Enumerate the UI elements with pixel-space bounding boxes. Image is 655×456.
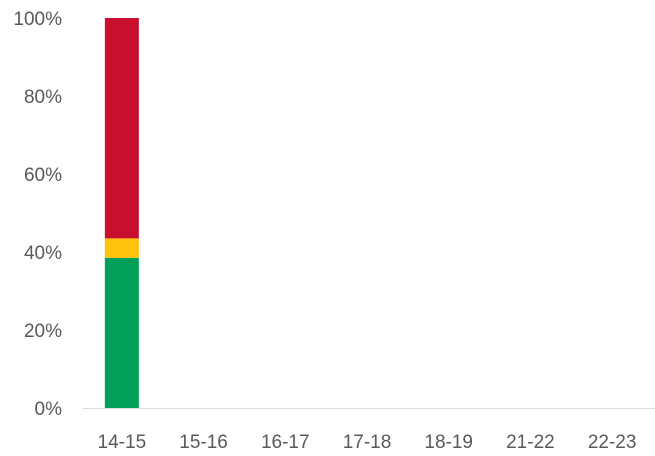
y-tick-label: 40% bbox=[24, 243, 62, 264]
y-tick-label: 100% bbox=[13, 9, 62, 30]
y-tick-label: 80% bbox=[24, 87, 62, 108]
x-tick-label: 16-17 bbox=[261, 432, 310, 453]
y-tick-label: 0% bbox=[35, 399, 63, 420]
x-tick-label: 18-19 bbox=[424, 432, 473, 453]
x-tick-label: 15-16 bbox=[179, 432, 228, 453]
x-tick-label: 17-18 bbox=[343, 432, 392, 453]
y-axis: 0% 20% 40% 60% 80% 100% bbox=[13, 9, 62, 420]
x-axis: 14-15 15-16 16-17 17-18 18-19 21-22 22-23 bbox=[83, 408, 655, 453]
x-tick-label: 21-22 bbox=[506, 432, 555, 453]
bar-segment-14-15-series-2 bbox=[104, 18, 139, 239]
y-tick-label: 60% bbox=[24, 165, 62, 186]
bars bbox=[104, 18, 139, 408]
bar-segment-14-15-series-0 bbox=[104, 257, 139, 408]
x-tick-label: 22-23 bbox=[588, 432, 637, 453]
y-tick-label: 20% bbox=[24, 321, 62, 342]
bar-segment-14-15-series-1 bbox=[104, 238, 139, 258]
x-tick-label: 14-15 bbox=[98, 432, 147, 453]
